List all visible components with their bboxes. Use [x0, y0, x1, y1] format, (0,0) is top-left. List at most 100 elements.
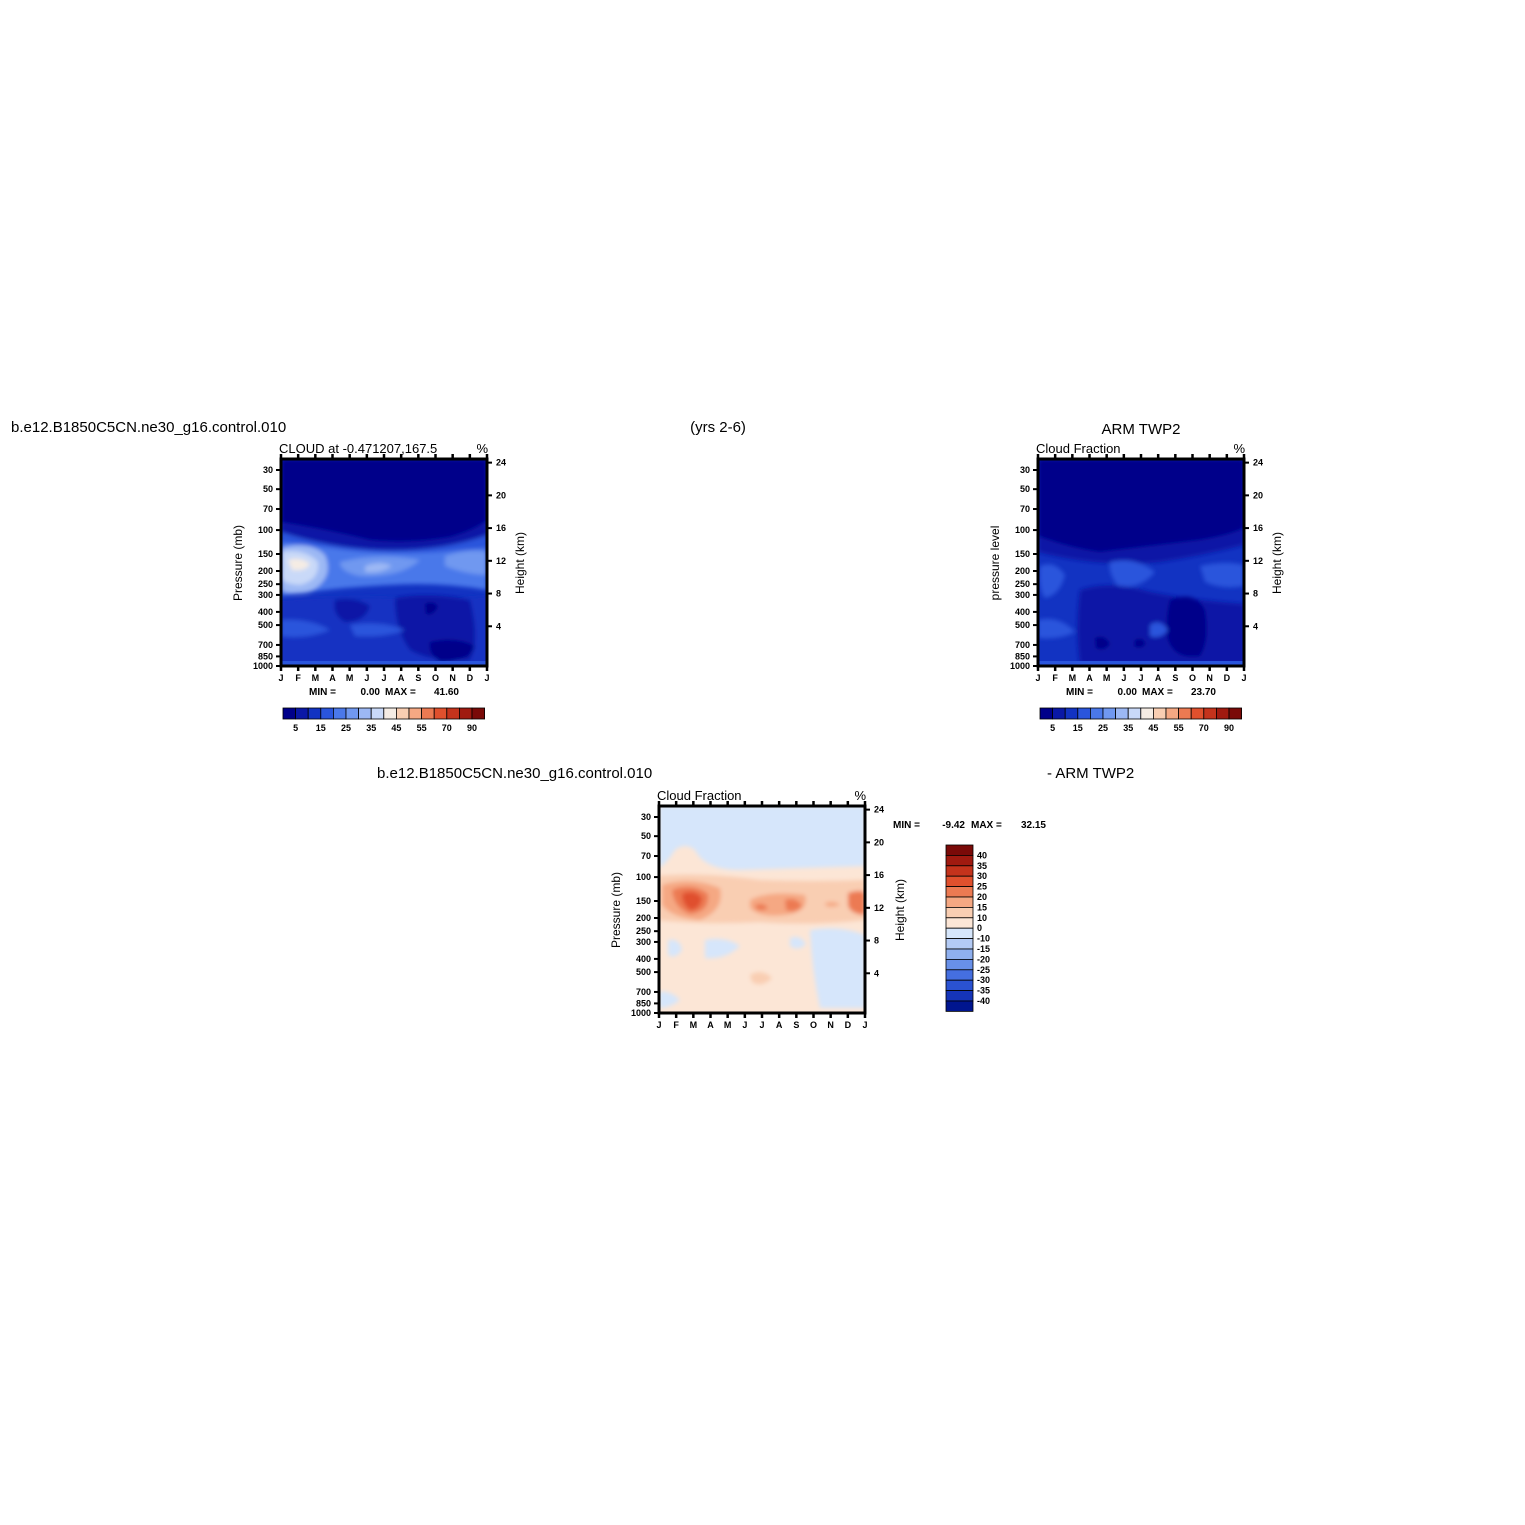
y-tick-label: 50 — [263, 484, 273, 494]
x-tick-label: O — [810, 1020, 817, 1030]
height-tick-label: 20 — [874, 837, 884, 847]
height-tick-label: 16 — [496, 523, 506, 533]
x-tick-label: S — [793, 1020, 799, 1030]
colorbar-swatch — [358, 707, 372, 720]
colorbar-label: 15 — [1073, 723, 1083, 733]
y-tick-label: 250 — [258, 579, 273, 589]
x-tick-label: J — [656, 1020, 661, 1030]
x-tick-label: M — [346, 673, 354, 683]
colorbar-swatch — [421, 707, 435, 720]
height-tick-label: 8 — [874, 936, 879, 946]
diff-min-label: MIN = — [893, 820, 920, 831]
y-tick-label: 300 — [1015, 590, 1030, 600]
colorbar-label: 55 — [417, 723, 427, 733]
obs-max-value: 23.70 — [1191, 687, 1216, 698]
obs-min-value: 0.00 — [1118, 687, 1138, 698]
x-tick-label: J — [364, 673, 369, 683]
colorbar-label: -25 — [977, 965, 990, 975]
colorbar-swatch — [370, 707, 385, 720]
y-tick-label: 50 — [1020, 484, 1030, 494]
model-colorbar: 5 15 25 35 45 55 70 90 — [282, 707, 486, 733]
y-tick-label: 250 — [636, 926, 651, 936]
colorbar-swatch — [320, 707, 334, 720]
colorbar-swatch — [945, 969, 974, 981]
colorbar-label: 10 — [977, 913, 987, 923]
colorbar-label: 25 — [1098, 723, 1108, 733]
colorbar-swatch — [1115, 707, 1129, 720]
diff-max-value: 32.15 — [1021, 820, 1046, 831]
colorbar-swatch — [945, 917, 974, 929]
x-tick-label: J — [1138, 673, 1143, 683]
x-tick-label: F — [295, 673, 301, 683]
obs-min-label: MIN = — [1066, 687, 1093, 698]
x-tick-label: M — [724, 1020, 732, 1030]
obs-title: ARM TWP2 — [1102, 421, 1181, 438]
x-tick-label: M — [312, 673, 320, 683]
x-tick-label: M — [1103, 673, 1111, 683]
colorbar-swatch — [1216, 707, 1230, 720]
colorbar-label: 70 — [1199, 723, 1209, 733]
x-tick-label: A — [329, 673, 336, 683]
diff-min-value: -9.42 — [942, 820, 965, 831]
colorbar-label: 90 — [467, 723, 477, 733]
height-tick-label: 16 — [874, 870, 884, 880]
obs-height-axis: 24 20 16 12 8 4 — [1244, 458, 1263, 631]
colorbar-label: 25 — [341, 723, 351, 733]
obs-units: % — [1233, 441, 1245, 456]
model-plot-title: CLOUD at -0.471207,167.5 — [279, 441, 437, 456]
colorbar-label: 45 — [391, 723, 401, 733]
height-tick-label: 8 — [496, 589, 501, 599]
y-tick-label: 200 — [1015, 566, 1030, 576]
height-tick-label: 24 — [496, 458, 506, 468]
colorbar-swatch — [945, 855, 974, 867]
model-contour-field — [281, 459, 487, 666]
x-tick-label: J — [1121, 673, 1126, 683]
colorbar-swatch — [1190, 707, 1205, 720]
colorbar-swatch — [945, 844, 974, 856]
colorbar-swatch — [945, 990, 974, 1002]
x-tick-label: O — [432, 673, 439, 683]
colorbar-swatch — [383, 707, 397, 720]
x-tick-label: A — [1155, 673, 1162, 683]
colorbar-label: 5 — [293, 723, 298, 733]
obs-ylabel: pressure level — [988, 526, 1002, 601]
y-tick-label: 150 — [1015, 549, 1030, 559]
colorbar-swatch — [945, 907, 974, 919]
x-tick-label: F — [673, 1020, 679, 1030]
colorbar-swatch — [1039, 707, 1054, 720]
y-tick-label: 500 — [636, 967, 651, 977]
x-tick-label: D — [845, 1020, 852, 1030]
y-tick-label: 700 — [636, 987, 651, 997]
colorbar-swatch — [1127, 707, 1142, 720]
obs-contour-field — [1038, 459, 1244, 666]
height-tick-label: 12 — [874, 903, 884, 913]
height-tick-label: 12 — [496, 556, 506, 566]
y-tick-label: 700 — [1015, 640, 1030, 650]
x-tick-label: D — [1224, 673, 1231, 683]
colorbar-label: 5 — [1050, 723, 1055, 733]
x-tick-label: O — [1189, 673, 1196, 683]
colorbar-label: 15 — [316, 723, 326, 733]
colorbar-swatch — [471, 707, 486, 720]
y-tick-label: 70 — [1020, 504, 1030, 514]
y-tick-label: 100 — [636, 872, 651, 882]
colorbar-swatch — [408, 707, 423, 720]
colorbar-label: -40 — [977, 996, 990, 1006]
colorbar-label: -10 — [977, 934, 990, 944]
colorbar-swatch — [945, 1000, 974, 1012]
y-tick-label: 30 — [263, 465, 273, 475]
height-tick-label: 20 — [496, 490, 506, 500]
y-tick-label: 850 — [1015, 651, 1030, 661]
x-tick-label: J — [278, 673, 283, 683]
colorbar-label: 55 — [1174, 723, 1184, 733]
colorbar-swatch — [307, 707, 322, 720]
y-tick-label: 100 — [258, 525, 273, 535]
x-tick-label: A — [776, 1020, 783, 1030]
x-tick-label: N — [1206, 673, 1213, 683]
colorbar-label: -35 — [977, 986, 990, 996]
colorbar-swatch — [1178, 707, 1192, 720]
